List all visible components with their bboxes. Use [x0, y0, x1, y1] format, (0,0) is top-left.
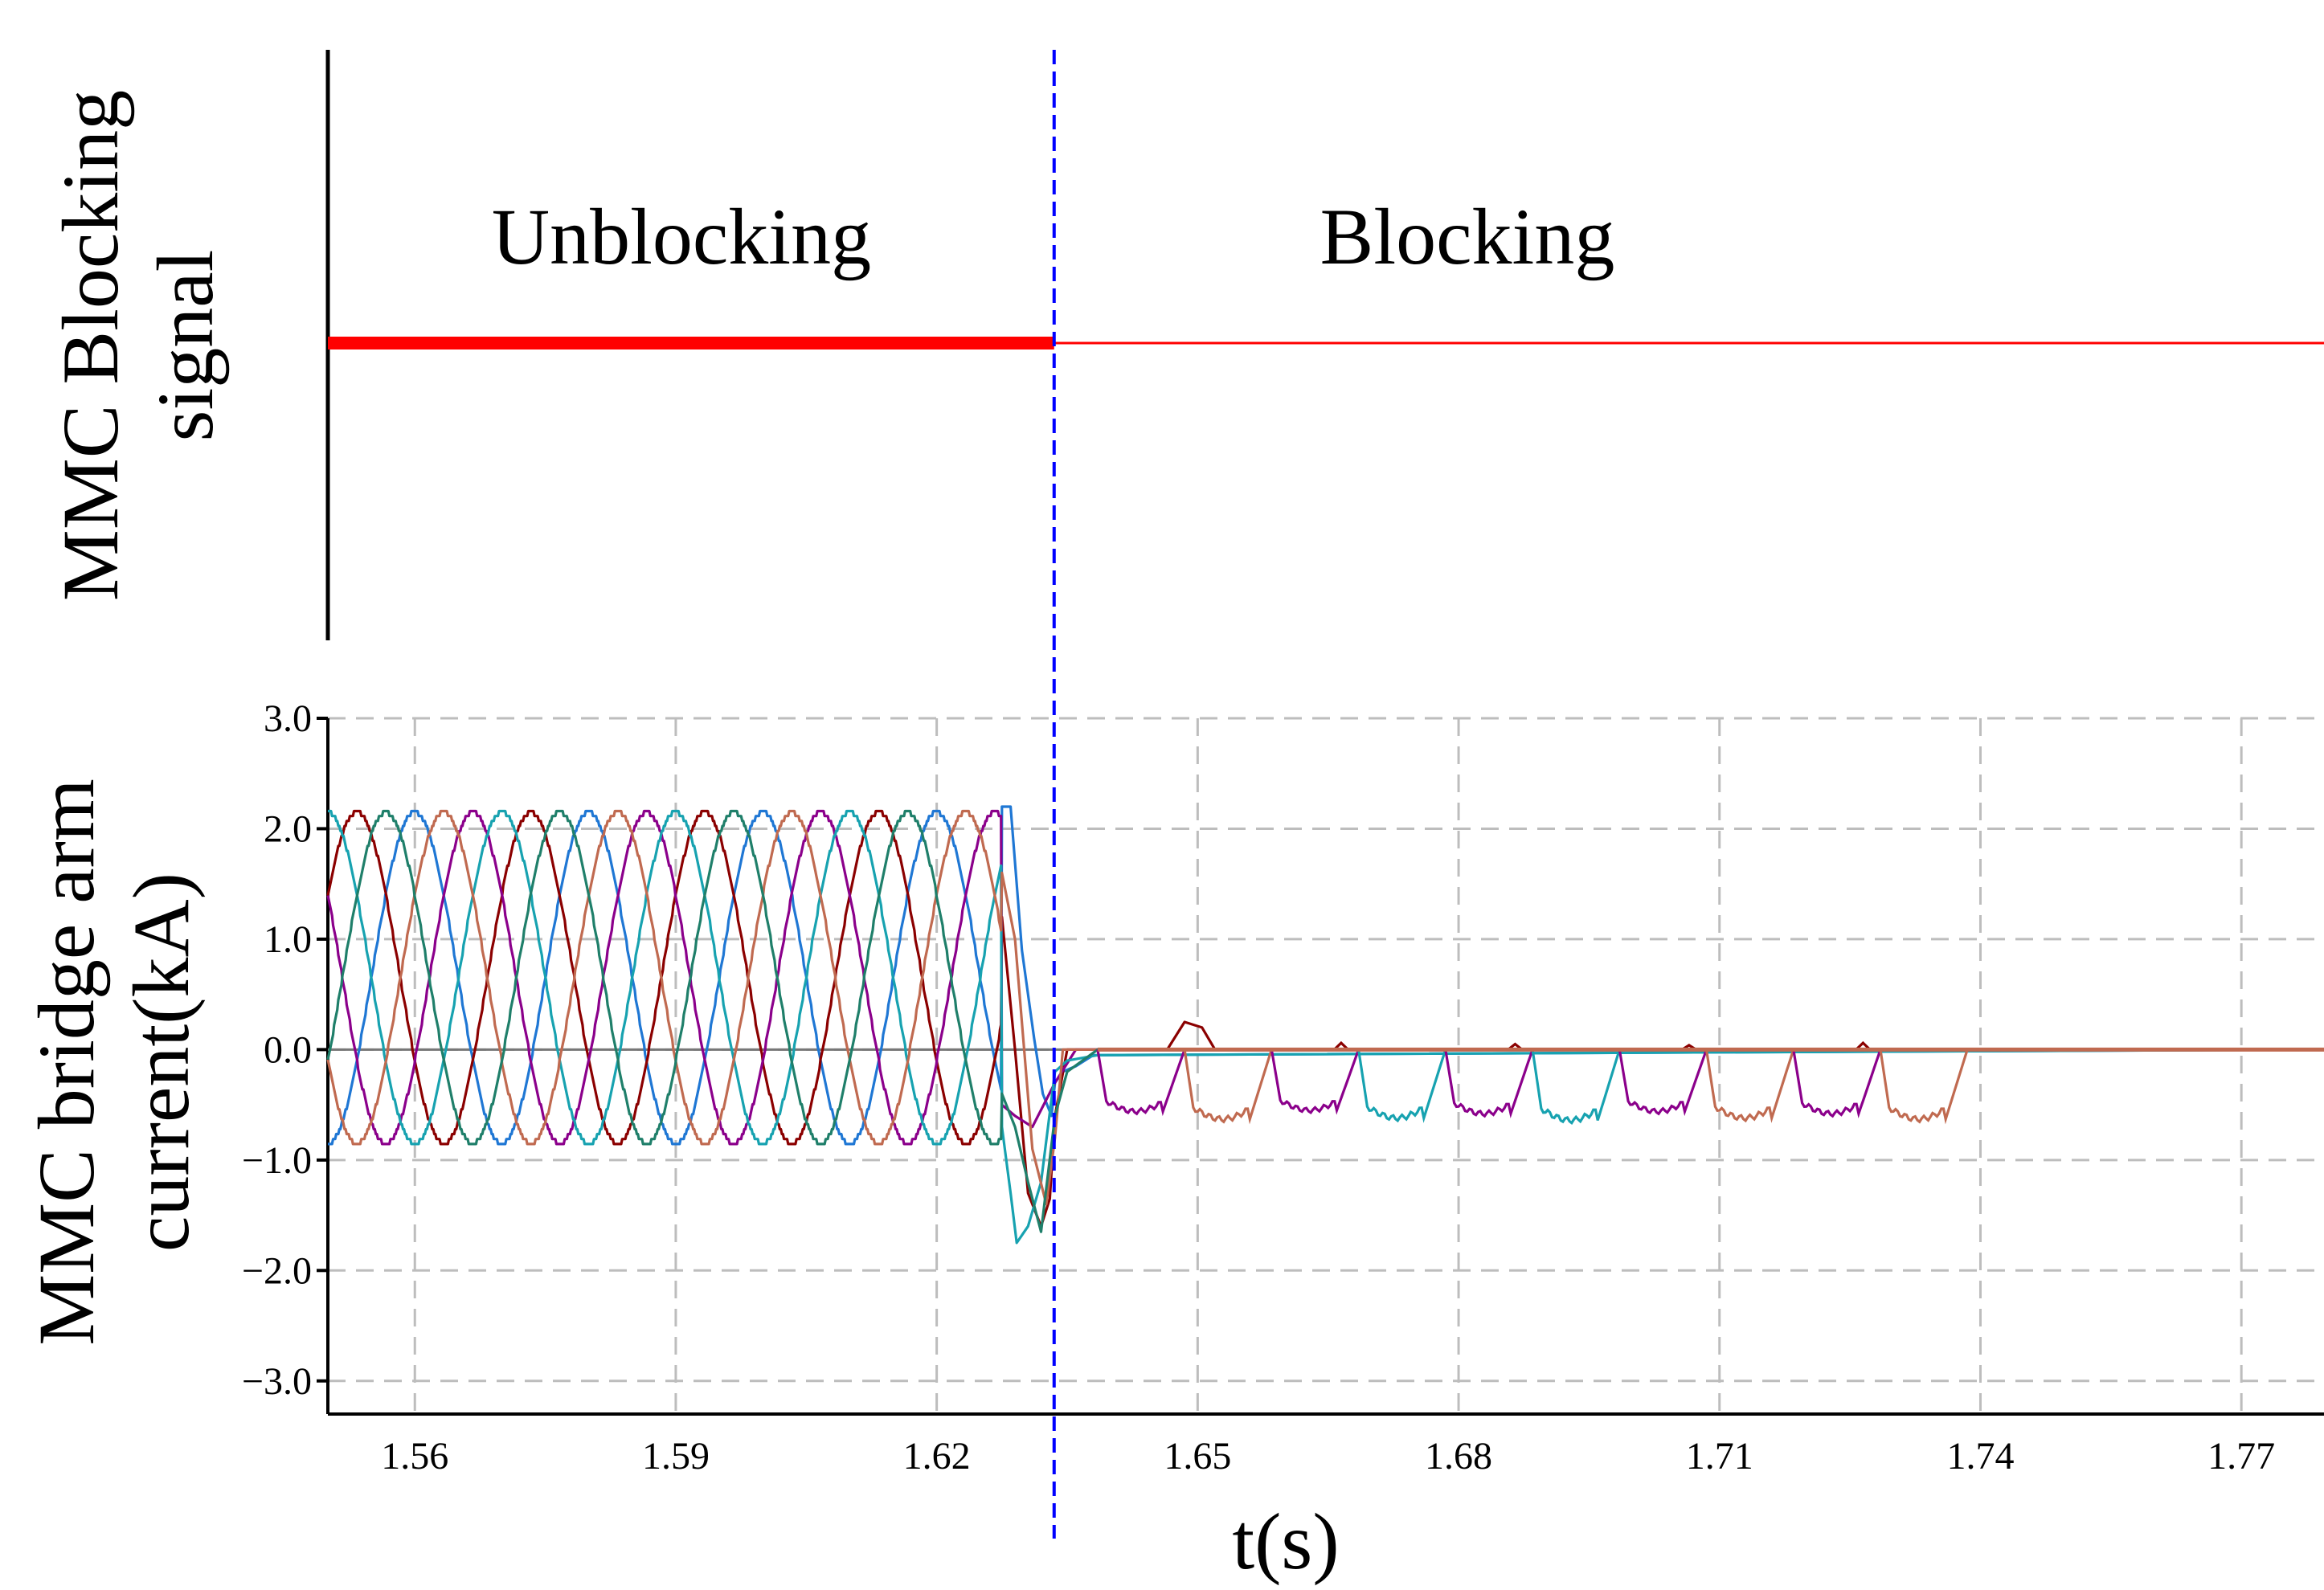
x-tick-label: 1.59 [642, 1435, 710, 1478]
pulse-3 [1270, 1048, 1360, 1115]
current-y-axis-title: MMC bridge arm current(kA) [22, 779, 206, 1345]
y-tick-label: 1.0 [264, 918, 312, 961]
pulse-10 [1879, 1048, 1969, 1125]
state-label-blocking: Blocking [1320, 192, 1615, 281]
y-tick-label: −1.0 [242, 1139, 312, 1182]
y-tick-label: 0.0 [264, 1028, 312, 1071]
pulse-1 [1096, 1048, 1186, 1117]
series-line-5 [326, 809, 2324, 1206]
x-tick-label: 1.77 [2207, 1435, 2275, 1478]
current-y-axis-title-line1: MMC bridge arm [22, 779, 111, 1345]
y-ticks: 3.0 2.0 1.0 0.0 −1.0 −2.0 −3.0 [242, 697, 328, 1403]
signal-y-axis-title-line1: MMC Blocking [46, 90, 135, 601]
series-line-4 [327, 809, 2324, 1245]
x-axis-title: t(s) [1232, 1497, 1339, 1586]
pulse-8 [1704, 1048, 1795, 1123]
blip-4 [1855, 1040, 1872, 1051]
pulse-7 [1618, 1048, 1708, 1117]
x-tick-label: 1.65 [1164, 1435, 1231, 1478]
y-tick-label: −3.0 [242, 1360, 312, 1403]
series-line-6 [326, 809, 2324, 1233]
y-tick-label: 2.0 [264, 807, 312, 850]
pulse-9 [1792, 1048, 1882, 1118]
blocking-signal-panel: Unblocking Blocking MMC Blocking signal [46, 50, 2324, 640]
pulse-2 [1183, 1048, 1273, 1125]
series-line-3 [326, 809, 2324, 1146]
y-tick-label: −2.0 [242, 1249, 312, 1292]
x-tick-label: 1.74 [1946, 1435, 2014, 1478]
x-tick-label: 1.68 [1425, 1435, 1492, 1478]
pulse-4 [1357, 1048, 1447, 1123]
x-tick-label: 1.56 [381, 1435, 448, 1478]
state-label-unblocking: Unblocking [492, 192, 871, 281]
current-y-axis-title-line2: current(kA) [117, 873, 206, 1252]
signal-y-axis-title-line2: signal [141, 250, 230, 442]
signal-y-axis-title: MMC Blocking signal [46, 90, 230, 601]
x-tick-label: 1.62 [903, 1435, 971, 1478]
series-line-2 [326, 809, 2324, 1228]
series-line-1 [327, 805, 2324, 1146]
x-tick-label: 1.71 [1686, 1435, 1753, 1478]
x-ticks: 1.56 1.59 1.62 1.65 1.68 1.71 1.74 1.77 [381, 1435, 2275, 1478]
blip-1 [1333, 1040, 1349, 1051]
pulse-5 [1444, 1048, 1534, 1118]
y-tick-label: 3.0 [264, 697, 312, 740]
series-group [326, 805, 2324, 1245]
current-panel: 3.0 2.0 1.0 0.0 −1.0 −2.0 −3.0 1.56 1.59 1.62 1.6… [22, 697, 2324, 1586]
pulse-6 [1531, 1048, 1621, 1126]
